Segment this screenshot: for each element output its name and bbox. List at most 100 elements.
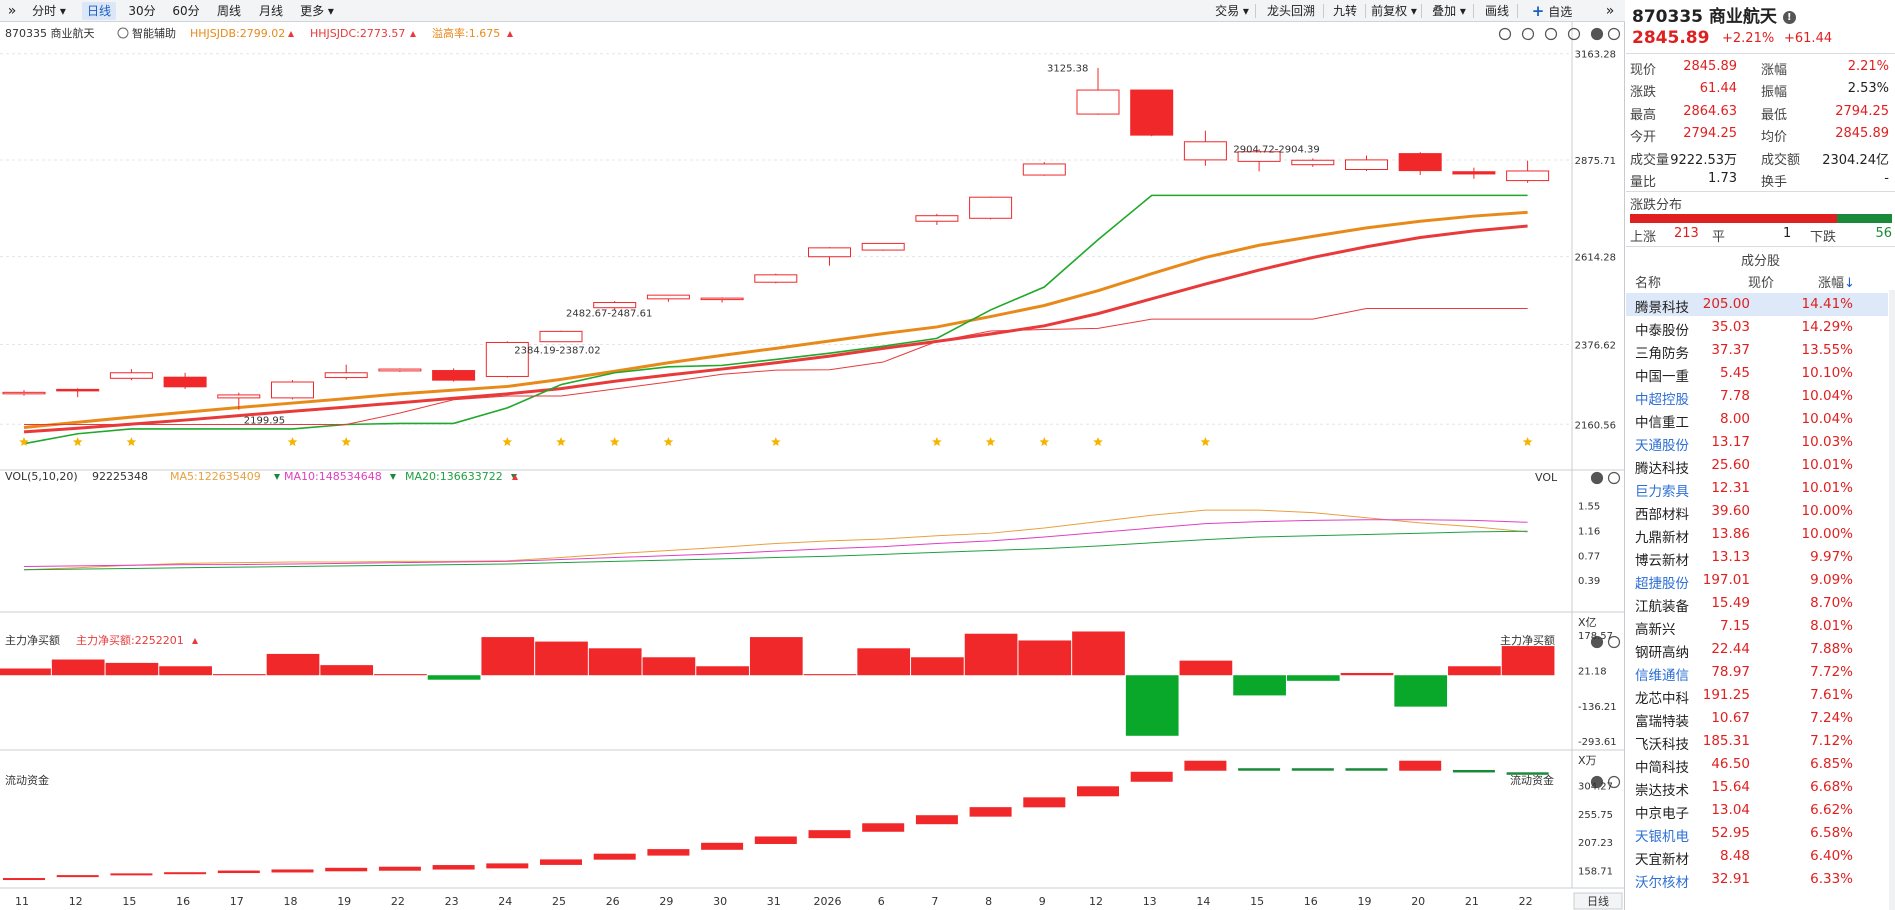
toolbar-tool-2[interactable]: 九转 <box>1332 4 1357 18</box>
component-row[interactable]: 中泰股份 35.03 14.29% <box>1626 316 1888 339</box>
net-buy-bar[interactable] <box>1125 675 1179 736</box>
add-watchlist-button[interactable]: + 自选 <box>1522 2 1582 20</box>
liquidity-bar[interactable] <box>915 815 958 825</box>
candle-body[interactable] <box>432 370 476 381</box>
liquidity-bar[interactable] <box>1452 769 1495 773</box>
liquidity-bar[interactable] <box>3 878 45 881</box>
col-change[interactable]: 涨幅↓ <box>1818 276 1855 291</box>
component-row[interactable]: 钢研高纳 22.44 7.88% <box>1626 638 1888 661</box>
net-buy-bar[interactable] <box>642 657 696 676</box>
liquidity-bar[interactable] <box>56 875 99 878</box>
candle-body[interactable] <box>1130 89 1174 136</box>
net-buy-bar[interactable] <box>159 666 212 676</box>
liquidity-bar[interactable] <box>1506 772 1549 775</box>
net-buy-bar[interactable] <box>0 668 51 676</box>
net-buy-bar[interactable] <box>374 674 427 676</box>
toolbar-tool-0[interactable]: 交易 ▾ <box>1215 4 1249 18</box>
liquidity-bar[interactable] <box>754 836 797 844</box>
component-row[interactable]: 博云新材 13.13 9.97% <box>1626 546 1888 569</box>
component-row[interactable]: 崇达技术 15.64 6.68% <box>1626 776 1888 799</box>
component-row[interactable]: 西部材料 39.60 10.00% <box>1626 500 1888 523</box>
net-buy-bar[interactable] <box>1286 675 1340 681</box>
candle-body[interactable] <box>808 247 851 258</box>
candle-body[interactable] <box>324 372 368 379</box>
candle-body[interactable] <box>754 274 798 283</box>
period-tab-4[interactable]: 周线 <box>216 4 241 18</box>
candle-body[interactable] <box>2 391 46 395</box>
info-icon[interactable]: ! <box>1782 11 1796 24</box>
candle-body[interactable] <box>485 341 529 377</box>
period-tab-3[interactable]: 60分 <box>172 4 200 18</box>
component-row[interactable]: 飞沃科技 185.31 7.12% <box>1626 730 1888 753</box>
component-row[interactable]: 中简科技 46.50 6.85% <box>1626 753 1888 776</box>
candle-body[interactable] <box>109 372 153 379</box>
liquidity-bar[interactable] <box>217 870 260 874</box>
component-row[interactable]: 巨力索具 12.31 10.01% <box>1626 477 1888 500</box>
component-row[interactable]: 三角防务 37.37 13.55% <box>1626 339 1888 362</box>
net-buy-bar[interactable] <box>1179 660 1233 676</box>
net-buy-bar[interactable] <box>857 648 911 676</box>
expand-panel-button[interactable]: » <box>1605 3 1615 19</box>
component-row[interactable]: 信维通信 78.97 7.72% <box>1626 661 1888 684</box>
net-buy-bar[interactable] <box>427 675 481 680</box>
assist-toggle-icon[interactable] <box>117 27 129 39</box>
candle-body[interactable] <box>1345 159 1388 171</box>
net-buy-bar[interactable] <box>266 653 320 676</box>
component-row[interactable]: 天银机电 52.95 6.58% <box>1626 822 1888 845</box>
candle-body[interactable] <box>1291 159 1335 166</box>
component-row[interactable]: 中京电子 13.04 6.62% <box>1626 799 1888 822</box>
liquidity-bar[interactable] <box>701 842 744 850</box>
component-row[interactable]: 沃尔核材 32.91 6.33% <box>1626 868 1888 891</box>
refresh-icon[interactable] <box>1498 27 1512 41</box>
candle-body[interactable] <box>378 368 422 372</box>
net-buy-bar[interactable] <box>481 637 535 676</box>
candle-body[interactable] <box>700 297 744 301</box>
toolbar-tool-5[interactable]: 画线 <box>1484 4 1509 18</box>
period-tab-0[interactable]: 分时 ▾ <box>32 4 66 18</box>
liquidity-bar[interactable] <box>593 853 636 860</box>
toolbar-tool-4[interactable]: 叠加 ▾ <box>1432 4 1466 18</box>
close-icon[interactable] <box>1607 27 1621 41</box>
candle-body[interactable] <box>646 294 690 300</box>
net-buy-bar[interactable] <box>1394 675 1448 707</box>
collapse-sidebar-button[interactable]: » <box>7 3 17 19</box>
period-tab-1[interactable]: 日线 <box>82 2 116 20</box>
period-tab-5[interactable]: 月线 <box>258 4 283 18</box>
component-row[interactable]: 中超控股 7.78 10.04% <box>1626 385 1888 408</box>
liquidity-bar[interactable] <box>1238 768 1281 771</box>
period-tab-6[interactable]: 更多 ▾ <box>300 4 334 18</box>
help-icon[interactable] <box>1590 635 1604 649</box>
settings-icon[interactable] <box>1567 27 1581 41</box>
net-buy-bar[interactable] <box>696 666 749 676</box>
candle-body[interactable] <box>1452 171 1496 175</box>
liquidity-bar[interactable] <box>540 859 582 865</box>
liquidity-bar[interactable] <box>647 849 690 856</box>
liquidity-bar[interactable] <box>808 830 851 839</box>
net-buy-bar[interactable] <box>1448 666 1501 676</box>
liquidity-bar[interactable] <box>432 865 475 870</box>
net-buy-bar[interactable] <box>51 659 105 676</box>
net-buy-bar[interactable] <box>1233 675 1286 696</box>
component-row[interactable]: 江航装备 15.49 8.70% <box>1626 592 1888 615</box>
settings-icon[interactable] <box>1607 775 1621 789</box>
candle-body[interactable] <box>915 215 959 222</box>
net-buy-bar[interactable] <box>588 648 642 676</box>
toolbar-tool-3[interactable]: 前复权 ▾ <box>1371 4 1417 18</box>
net-buy-bar[interactable] <box>535 641 588 676</box>
net-buy-bar[interactable] <box>964 633 1018 676</box>
liquidity-bar[interactable] <box>1184 760 1227 771</box>
help-icon[interactable] <box>1590 775 1604 789</box>
net-buy-bar[interactable] <box>1072 631 1125 676</box>
component-row[interactable]: 超捷股份 197.01 9.09% <box>1626 569 1888 592</box>
liquidity-bar[interactable] <box>862 823 905 832</box>
net-buy-bar[interactable] <box>1340 672 1394 676</box>
net-buy-bar[interactable] <box>803 674 857 676</box>
net-buy-bar[interactable] <box>212 674 266 676</box>
sidebar-scrollbar[interactable] <box>1889 290 1895 910</box>
liquidity-bar[interactable] <box>1291 768 1334 771</box>
component-row[interactable]: 天通股份 13.17 10.03% <box>1626 431 1888 454</box>
period-switch-button[interactable] <box>1573 892 1623 910</box>
component-row[interactable]: 高新兴 7.15 8.01% <box>1626 615 1888 638</box>
liquidity-bar[interactable] <box>164 872 207 875</box>
net-buy-bar[interactable] <box>1018 640 1072 676</box>
